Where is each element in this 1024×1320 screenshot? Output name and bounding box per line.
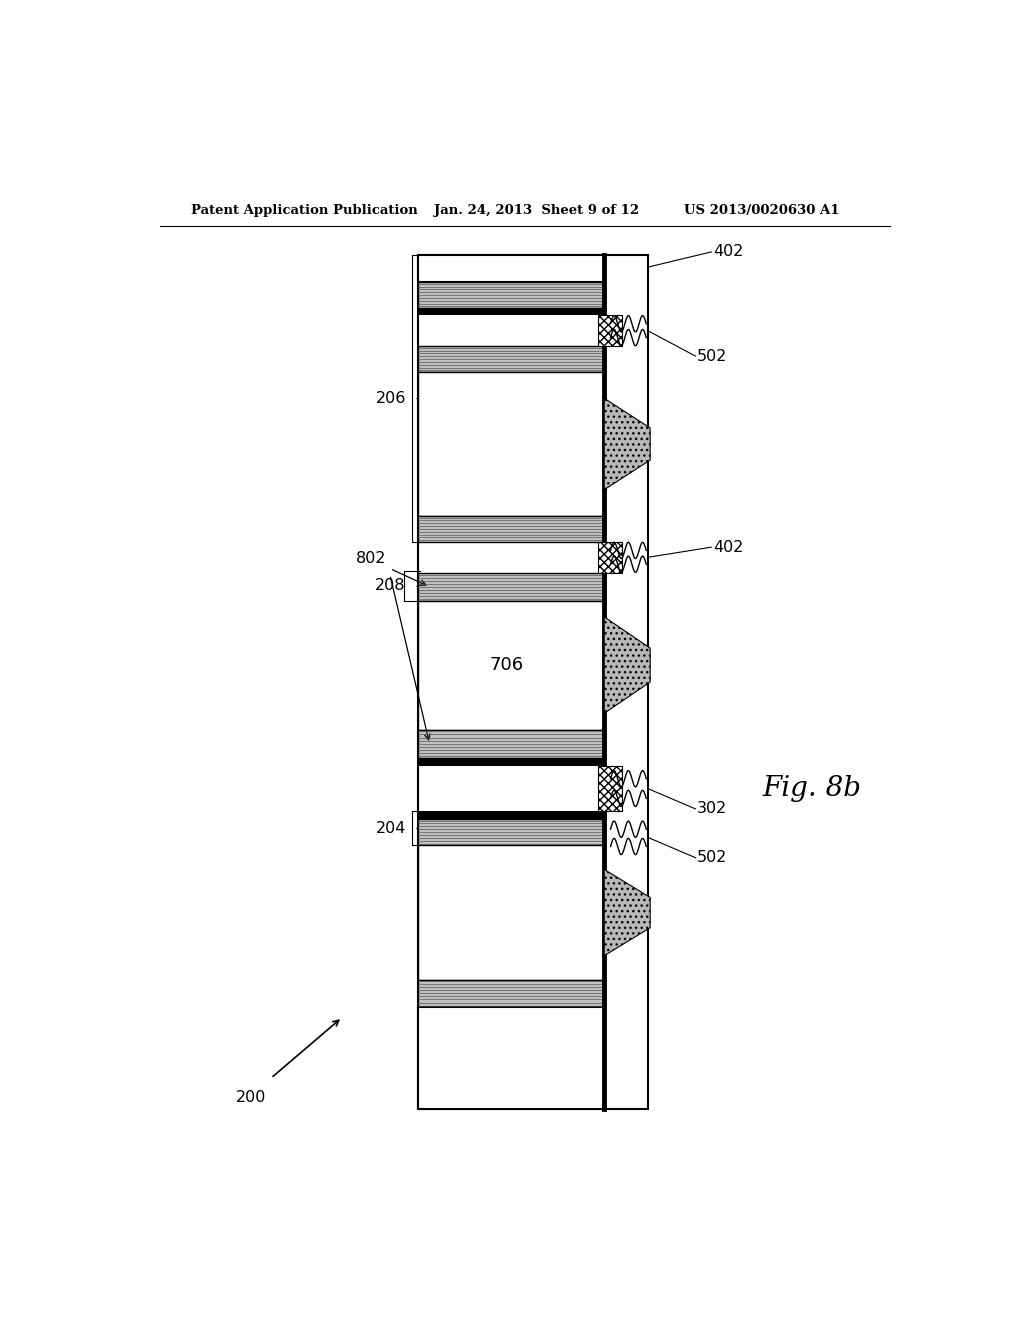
Text: 802: 802 <box>355 552 386 566</box>
Bar <box>598 766 622 810</box>
Bar <box>418 516 604 541</box>
Bar <box>418 308 604 315</box>
Bar <box>418 730 604 758</box>
Bar <box>598 315 622 346</box>
Bar <box>418 1007 604 1109</box>
Text: Patent Application Publication: Patent Application Publication <box>191 205 418 216</box>
Bar <box>598 541 622 573</box>
Bar <box>418 282 604 308</box>
Bar <box>418 255 604 1109</box>
Text: 706: 706 <box>489 656 524 675</box>
Text: 204: 204 <box>376 821 406 836</box>
Text: Jan. 24, 2013  Sheet 9 of 12: Jan. 24, 2013 Sheet 9 of 12 <box>433 205 639 216</box>
Text: 402: 402 <box>713 244 743 260</box>
Bar <box>418 758 604 766</box>
Bar <box>418 846 604 979</box>
Text: 200: 200 <box>236 1090 266 1105</box>
Bar <box>418 573 604 601</box>
Polygon shape <box>604 399 650 490</box>
Text: 208: 208 <box>375 578 406 593</box>
Text: 502: 502 <box>697 348 727 363</box>
Text: 206: 206 <box>376 391 406 405</box>
Bar <box>418 346 604 372</box>
Text: US 2013/0020630 A1: US 2013/0020630 A1 <box>684 205 839 216</box>
Bar <box>418 979 604 1007</box>
Text: 402: 402 <box>713 540 743 554</box>
Bar <box>418 818 604 846</box>
Polygon shape <box>604 870 650 956</box>
Text: Fig. 8b: Fig. 8b <box>763 775 862 803</box>
Bar <box>418 372 604 516</box>
Bar <box>604 255 648 1109</box>
Bar <box>418 810 604 818</box>
Bar <box>418 601 604 730</box>
Text: 302: 302 <box>697 801 727 816</box>
Text: 502: 502 <box>697 850 727 865</box>
Polygon shape <box>604 616 650 713</box>
Bar <box>418 255 604 282</box>
